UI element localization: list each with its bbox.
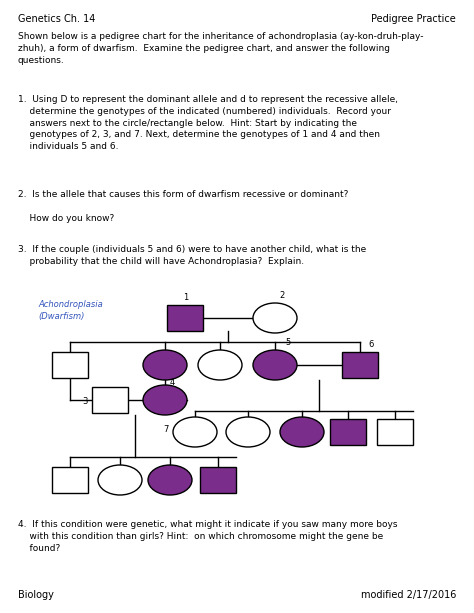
Ellipse shape [173,417,217,447]
Ellipse shape [98,465,142,495]
FancyBboxPatch shape [167,305,203,331]
Text: Genetics Ch. 14: Genetics Ch. 14 [18,14,95,24]
Ellipse shape [148,465,192,495]
FancyBboxPatch shape [52,352,88,378]
Ellipse shape [253,303,297,333]
Ellipse shape [143,350,187,380]
Ellipse shape [226,417,270,447]
Text: Biology: Biology [18,590,54,600]
FancyBboxPatch shape [342,352,378,378]
Text: Shown below is a pedigree chart for the inheritance of achondroplasia (ay-kon-dr: Shown below is a pedigree chart for the … [18,32,423,64]
Ellipse shape [143,385,187,415]
Text: 1.  Using D to represent the dominant allele and d to represent the recessive al: 1. Using D to represent the dominant all… [18,95,398,151]
Ellipse shape [253,350,297,380]
FancyBboxPatch shape [92,387,128,413]
Text: 2.  Is the allele that causes this form of dwarfism recessive or dominant?

    : 2. Is the allele that causes this form o… [18,190,348,223]
Text: 3.  If the couple (individuals 5 and 6) were to have another child, what is the
: 3. If the couple (individuals 5 and 6) w… [18,245,366,266]
FancyBboxPatch shape [52,467,88,493]
Text: 5: 5 [285,338,290,347]
Text: 2: 2 [279,291,284,300]
Ellipse shape [280,417,324,447]
Text: Pedigree Practice: Pedigree Practice [371,14,456,24]
FancyBboxPatch shape [200,467,236,493]
Text: 7: 7 [164,424,169,433]
Text: 1: 1 [183,293,188,302]
Text: Achondroplasia
(Dwarfism): Achondroplasia (Dwarfism) [38,300,103,321]
Ellipse shape [198,350,242,380]
Text: 6: 6 [368,340,374,349]
Text: modified 2/17/2016: modified 2/17/2016 [361,590,456,600]
Text: 3: 3 [82,397,88,406]
Text: 4.  If this condition were genetic, what might it indicate if you saw many more : 4. If this condition were genetic, what … [18,520,398,552]
FancyBboxPatch shape [377,419,413,445]
FancyBboxPatch shape [330,419,366,445]
Text: 4: 4 [170,378,175,387]
